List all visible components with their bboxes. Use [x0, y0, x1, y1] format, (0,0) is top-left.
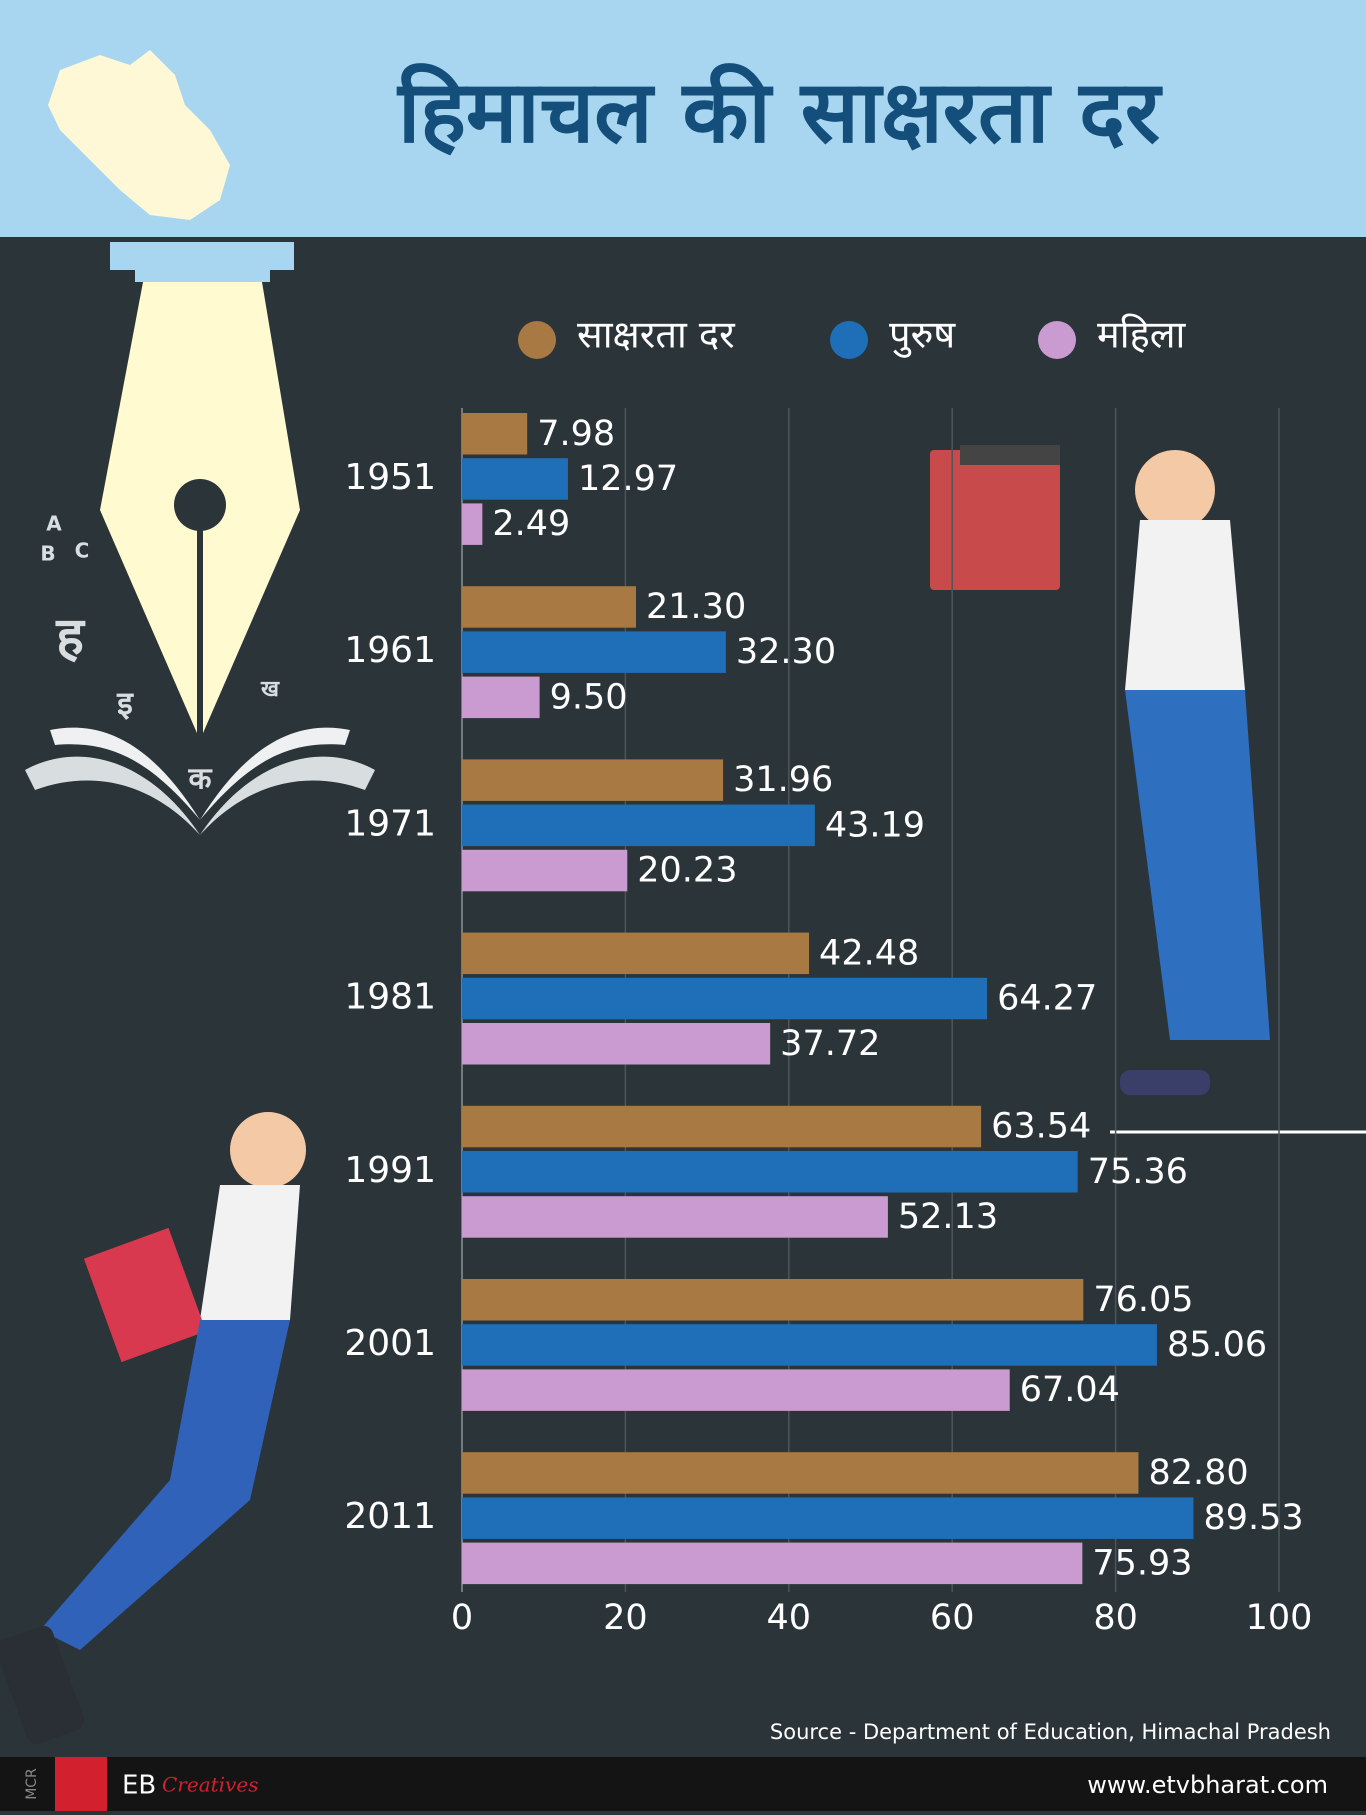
value-label: 52.13: [898, 1197, 998, 1237]
y-tick-label: 1961: [344, 630, 436, 671]
x-tick-label: 0: [451, 1598, 473, 1638]
bar: [462, 676, 540, 719]
pen-cap: [110, 242, 294, 270]
letters: AB C हइ ख क: [40, 512, 280, 797]
value-label: 21.30: [646, 587, 746, 627]
logo-box: [55, 1757, 107, 1811]
y-tick-label: 2011: [344, 1496, 436, 1537]
source: Source - Department of Education, Himach…: [770, 1720, 1331, 1744]
x-tick-label: 60: [930, 1598, 975, 1638]
letter: ह: [55, 607, 86, 667]
bar: [462, 1452, 1139, 1494]
bar: [462, 413, 528, 455]
bar: [462, 1196, 888, 1238]
bar: [462, 586, 637, 628]
value-label: 82.80: [1148, 1453, 1248, 1493]
legend-marker: [1038, 321, 1076, 359]
bar: [462, 458, 568, 500]
y-tick-label: 2001: [344, 1323, 436, 1364]
bar: [462, 977, 988, 1020]
pen-cap: [135, 268, 270, 282]
y-tick-label: 1951: [344, 457, 436, 498]
website: www.etvbharat.com: [1087, 1771, 1328, 1799]
y-tick-label: 1971: [344, 803, 436, 844]
value-label: 31.96: [733, 760, 833, 800]
bar: [462, 932, 810, 975]
x-tick-label: 40: [767, 1598, 812, 1638]
plot: 0 20 40 60 80 100 1951 7.98 12.972.49 1961 21.30 32…: [344, 313, 1312, 1639]
bar: [462, 1105, 982, 1148]
value-label: 37.72: [780, 1024, 880, 1064]
y-tick-label: 1981: [344, 977, 436, 1018]
x-tick-label: 80: [1093, 1598, 1138, 1638]
value-label: 32.30: [736, 632, 836, 672]
letter: A: [46, 512, 62, 536]
bar: [462, 503, 483, 545]
legend-marker: [830, 321, 868, 359]
x-tick-label: 20: [603, 1598, 648, 1638]
bar: [462, 804, 815, 847]
bar: [462, 759, 724, 801]
value-label: 75.93: [1092, 1543, 1192, 1583]
chart-title: हिमाचल की साक्षरता दर: [396, 62, 1163, 162]
letter: ख: [260, 677, 280, 702]
value-label: 42.48: [819, 933, 919, 973]
value-label: 43.19: [825, 805, 925, 845]
x-tick-label: 100: [1246, 1598, 1313, 1638]
letter: C: [75, 539, 90, 563]
open-book: [25, 756, 375, 835]
header-band: [0, 0, 1366, 237]
footer-brand: EB: [122, 1771, 156, 1801]
footer-brand-script: Creatives: [162, 1773, 258, 1797]
legend-label: पुरुष: [889, 313, 956, 359]
bar: [462, 1497, 1194, 1539]
bar: [462, 631, 726, 673]
bar: [462, 1023, 771, 1065]
value-label: 76.05: [1093, 1280, 1193, 1320]
letter: क: [187, 762, 212, 797]
map-shape: [48, 50, 230, 220]
legend-label: साक्षरता दर: [577, 313, 736, 357]
value-label: 20.23: [637, 851, 737, 891]
bar: [462, 1369, 1010, 1411]
letter: इ: [116, 684, 134, 722]
bar: [462, 1542, 1083, 1585]
value-label: 7.98: [537, 414, 615, 454]
bar: [462, 1324, 1157, 1366]
bar: [462, 1151, 1078, 1193]
value-label: 89.53: [1203, 1498, 1303, 1538]
boy-illustration: [0, 1112, 306, 1745]
bar: [462, 1279, 1084, 1321]
bar: [462, 849, 628, 892]
value-label: 64.27: [997, 979, 1097, 1019]
y-tick-label: 1991: [344, 1150, 436, 1191]
girl-illustration: [930, 445, 1270, 1095]
footer-band: [0, 1757, 1366, 1811]
value-label: 12.97: [578, 459, 678, 499]
value-label: 63.54: [991, 1107, 1091, 1147]
letter: B: [40, 542, 55, 566]
value-label: 2.49: [492, 504, 570, 544]
value-label: 85.06: [1167, 1325, 1267, 1365]
value-label: 67.04: [1020, 1370, 1120, 1410]
legend-label: महिला: [1097, 313, 1187, 357]
value-label: 75.36: [1088, 1152, 1188, 1192]
footer-tag: MCR: [24, 1768, 40, 1800]
pen-hole: [174, 479, 226, 531]
open-book: [50, 727, 350, 820]
legend-marker: [518, 321, 556, 359]
value-label: 9.50: [550, 677, 628, 717]
